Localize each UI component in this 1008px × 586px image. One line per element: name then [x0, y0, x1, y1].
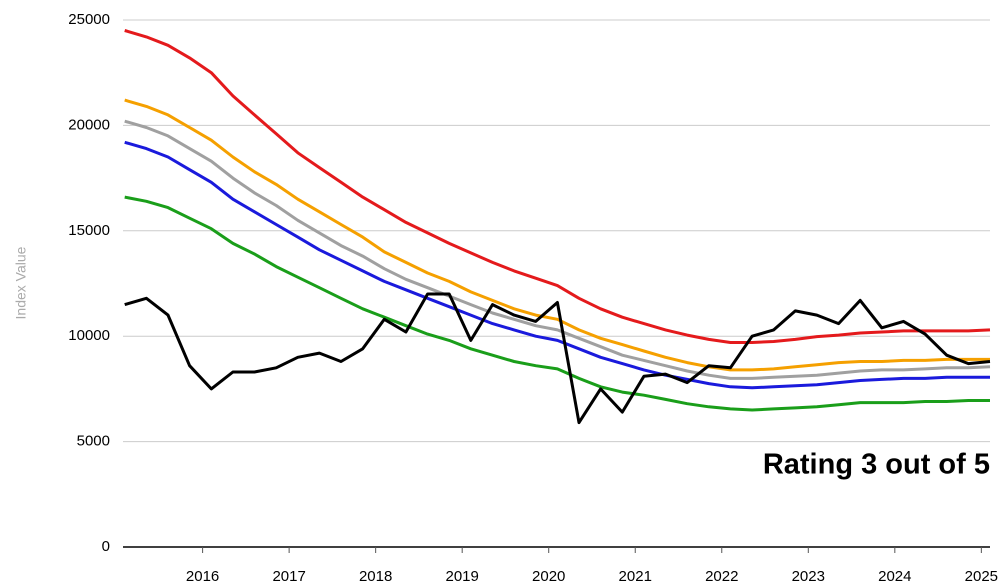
- series-line: [124, 140, 990, 390]
- x-tick-label: 2017: [272, 568, 305, 585]
- x-tick-label: 2023: [792, 568, 825, 585]
- y-tick-label: 0: [102, 538, 110, 555]
- y-tick-label: 5000: [77, 433, 110, 450]
- series-line: [124, 195, 990, 412]
- series-line: [124, 29, 991, 344]
- y-tick-label: 20000: [68, 116, 110, 133]
- x-tick-label: 2024: [878, 568, 911, 585]
- series-line: [124, 119, 991, 380]
- y-tick-label: 10000: [68, 327, 110, 344]
- x-tick-label: 2016: [186, 568, 219, 585]
- x-tick-label: 2022: [705, 568, 738, 585]
- y-axis-label: Index Value: [13, 246, 29, 319]
- x-tick-label: 2025: [965, 568, 998, 585]
- y-tick-label: 25000: [68, 11, 110, 28]
- x-tick-label: 2021: [619, 568, 652, 585]
- x-tick-label: 2020: [532, 568, 565, 585]
- y-tick-label: 15000: [68, 222, 110, 239]
- series-line: [124, 98, 990, 372]
- series-line: [124, 292, 991, 425]
- x-tick-label: 2019: [445, 568, 478, 585]
- x-tick-label: 2018: [359, 568, 392, 585]
- annotation: Rating 3 out of 5: [763, 449, 990, 481]
